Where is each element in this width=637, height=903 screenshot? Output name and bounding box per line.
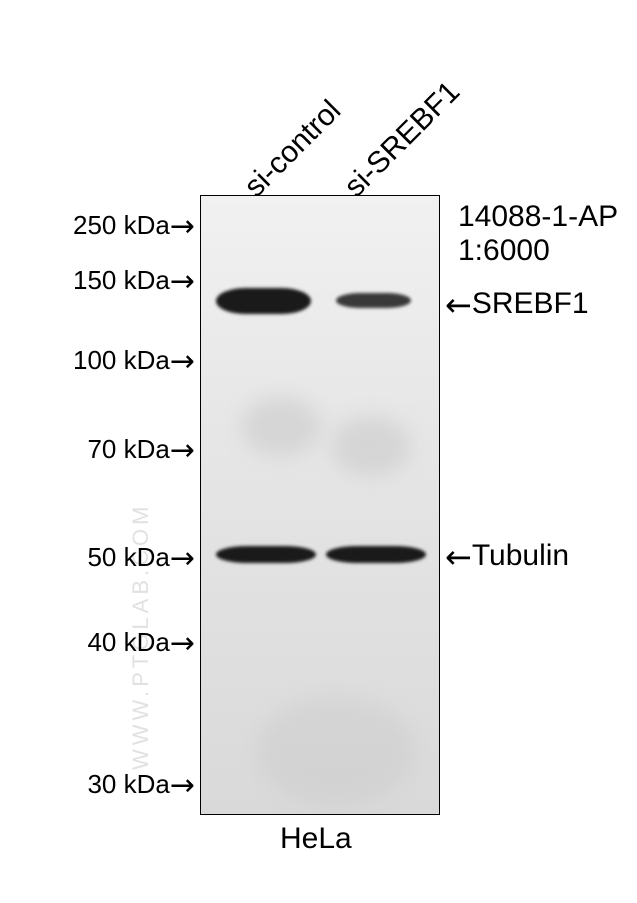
arrow-left-icon: ← <box>445 286 472 324</box>
arrow-right-icon: → <box>170 773 195 799</box>
target-text: Tubulin <box>472 539 569 572</box>
arrow-right-icon: → <box>170 349 195 375</box>
antibody-catalog: 14088-1-AP <box>458 200 618 234</box>
mw-text: 100 kDa <box>73 345 170 375</box>
band-tubulin-lane2 <box>326 546 426 563</box>
band-srebf1-lane2 <box>336 293 411 308</box>
blot-smudge <box>241 396 321 456</box>
cell-line-label: HeLa <box>280 822 352 856</box>
arrow-right-icon: → <box>170 214 195 240</box>
mw-text: 40 kDa <box>87 627 169 657</box>
mw-marker-100: 100 kDa→ <box>30 345 195 376</box>
mw-text: 50 kDa <box>87 542 169 572</box>
target-label-tubulin: ←Tubulin <box>445 538 569 576</box>
band-tubulin-lane1 <box>216 546 316 563</box>
lane-label-si-control: si-control <box>238 94 348 204</box>
mw-text: 250 kDa <box>73 210 170 240</box>
arrow-right-icon: → <box>170 631 195 657</box>
mw-marker-150: 150 kDa→ <box>30 265 195 296</box>
figure-canvas: si-control si-SREBF1 14088-1-AP 1:6000 W… <box>0 0 637 903</box>
mw-marker-50: 50 kDa→ <box>43 542 195 573</box>
mw-text: 150 kDa <box>73 265 170 295</box>
mw-marker-40: 40 kDa→ <box>43 627 195 658</box>
target-label-srebf1: ←SREBF1 <box>445 286 589 324</box>
arrow-right-icon: → <box>170 546 195 572</box>
arrow-right-icon: → <box>170 269 195 295</box>
western-blot <box>200 195 440 815</box>
lane-label-si-srebf1: si-SREBF1 <box>338 75 467 204</box>
mw-marker-250: 250 kDa→ <box>30 210 195 241</box>
mw-text: 30 kDa <box>87 769 169 799</box>
band-srebf1-lane1 <box>216 288 311 314</box>
blot-smudge <box>331 416 411 476</box>
blot-smudge <box>256 696 416 806</box>
mw-text: 70 kDa <box>87 434 169 464</box>
arrow-right-icon: → <box>170 438 195 464</box>
target-text: SREBF1 <box>472 287 589 320</box>
mw-marker-70: 70 kDa→ <box>43 434 195 465</box>
mw-marker-30: 30 kDa→ <box>43 769 195 800</box>
arrow-left-icon: ← <box>445 538 472 576</box>
antibody-dilution: 1:6000 <box>458 234 550 268</box>
